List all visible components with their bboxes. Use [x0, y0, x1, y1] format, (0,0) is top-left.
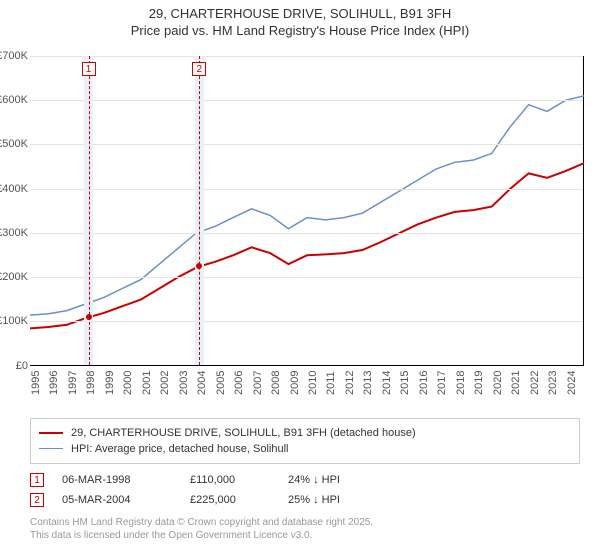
- event-price: £225,000: [190, 494, 270, 506]
- x-tick-label: 2020: [492, 370, 504, 394]
- x-tick-label: 2024: [566, 370, 578, 394]
- legend: 29, CHARTERHOUSE DRIVE, SOLIHULL, B91 3F…: [30, 418, 580, 464]
- marker-badge: 1: [82, 62, 96, 76]
- event-delta: 25% ↓ HPI: [288, 494, 340, 506]
- x-tick-label: 1997: [67, 370, 79, 394]
- y-tick-label: £500K: [0, 138, 28, 150]
- title-line-2: Price paid vs. HM Land Registry's House …: [0, 23, 600, 40]
- legend-item: 29, CHARTERHOUSE DRIVE, SOLIHULL, B91 3F…: [39, 425, 571, 441]
- x-tick-label: 2007: [252, 370, 264, 394]
- series-svg: [30, 56, 584, 366]
- plot-region: £0£100K£200K£300K£400K£500K£600K£700K199…: [30, 56, 584, 366]
- marker-badge: 2: [192, 62, 206, 76]
- x-tick-label: 2014: [381, 370, 393, 394]
- x-tick-label: 2018: [455, 370, 467, 394]
- x-tick-label: 1999: [104, 370, 116, 394]
- x-tick-label: 2003: [178, 370, 190, 394]
- x-tick-label: 2004: [196, 370, 208, 394]
- x-tick-label: 2011: [325, 371, 337, 395]
- legend-swatch: [39, 448, 63, 449]
- x-tick-label: 2019: [473, 370, 485, 394]
- x-tick-label: 2012: [344, 370, 356, 394]
- x-tick-label: 2001: [141, 370, 153, 394]
- event-price: £110,000: [190, 474, 270, 486]
- footer-line-2: This data is licensed under the Open Gov…: [30, 529, 580, 542]
- chart-title-block: 29, CHARTERHOUSE DRIVE, SOLIHULL, B91 3F…: [0, 0, 600, 44]
- price-point-dot: [86, 314, 92, 320]
- gridline: [30, 233, 583, 234]
- y-tick-label: £600K: [0, 94, 28, 106]
- legend-item: HPI: Average price, detached house, Soli…: [39, 441, 571, 457]
- x-tick-label: 1995: [30, 370, 42, 394]
- event-row: 1 06-MAR-1998 £110,000 24% ↓ HPI: [30, 470, 580, 490]
- price-point-dot: [196, 263, 202, 269]
- x-tick-label: 2000: [122, 370, 134, 394]
- x-tick-label: 2002: [159, 370, 171, 394]
- marker-line: [199, 56, 200, 365]
- x-tick-label: 2005: [215, 370, 227, 394]
- event-row: 2 05-MAR-2004 £225,000 25% ↓ HPI: [30, 490, 580, 510]
- x-tick-label: 2023: [547, 370, 559, 394]
- y-tick-label: £200K: [0, 271, 28, 283]
- event-badge: 1: [30, 473, 44, 487]
- x-tick-label: 2006: [233, 370, 245, 394]
- chart-area: £0 £100K £200K £300K £400K £500K £600K £700K 199…: [0, 44, 600, 414]
- gridline: [30, 321, 583, 322]
- y-tick-label: £300K: [0, 227, 28, 239]
- event-date: 05-MAR-2004: [62, 494, 172, 506]
- x-tick-label: 2016: [418, 370, 430, 394]
- x-tick-label: 1996: [48, 370, 60, 394]
- legend-label: HPI: Average price, detached house, Soli…: [71, 443, 289, 455]
- x-tick-label: 1998: [85, 370, 97, 394]
- footer-attribution: Contains HM Land Registry data © Crown c…: [30, 516, 580, 542]
- legend-label: 29, CHARTERHOUSE DRIVE, SOLIHULL, B91 3F…: [71, 427, 416, 439]
- y-tick-label: £400K: [0, 183, 28, 195]
- gridline: [30, 144, 583, 145]
- gridline: [30, 277, 583, 278]
- event-badge: 2: [30, 493, 44, 507]
- legend-swatch: [39, 432, 63, 434]
- x-tick-label: 2013: [362, 370, 374, 394]
- x-tick-label: 2015: [399, 370, 411, 394]
- x-tick-label: 2022: [529, 370, 541, 394]
- gridline: [30, 56, 583, 57]
- y-tick-label: £700K: [0, 50, 28, 62]
- x-tick-label: 2008: [270, 370, 282, 394]
- gridline: [30, 189, 583, 190]
- x-tick-label: 2017: [436, 370, 448, 394]
- y-tick-label: £100K: [0, 315, 28, 327]
- x-tick-label: 2009: [289, 370, 301, 394]
- title-line-1: 29, CHARTERHOUSE DRIVE, SOLIHULL, B91 3F…: [0, 6, 600, 23]
- footer-line-1: Contains HM Land Registry data © Crown c…: [30, 516, 580, 529]
- y-tick-label: £0: [0, 360, 28, 372]
- event-delta: 24% ↓ HPI: [288, 474, 340, 486]
- series-hpi: [30, 96, 584, 315]
- gridline: [30, 100, 583, 101]
- x-tick-label: 2010: [307, 370, 319, 394]
- x-tick-label: 2021: [510, 370, 522, 394]
- events-table: 1 06-MAR-1998 £110,000 24% ↓ HPI 2 05-MA…: [30, 470, 580, 510]
- event-date: 06-MAR-1998: [62, 474, 172, 486]
